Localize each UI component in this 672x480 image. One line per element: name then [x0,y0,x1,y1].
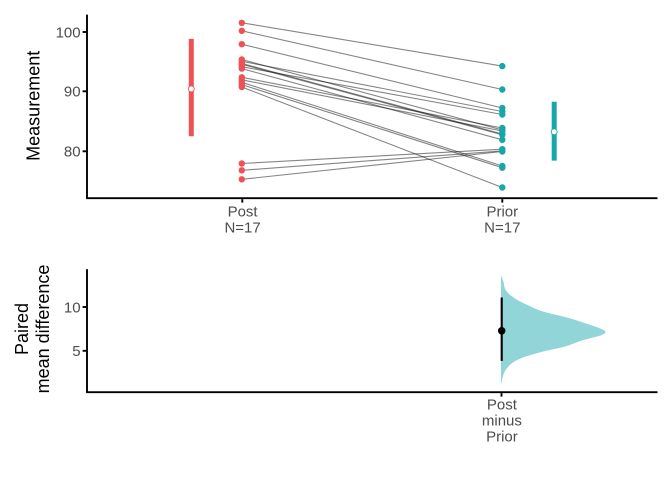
svg-text:Prior: Prior [486,203,518,220]
svg-text:90: 90 [64,84,81,101]
svg-text:minus: minus [482,412,522,429]
svg-text:Post: Post [228,203,259,220]
svg-text:N=17: N=17 [224,219,260,236]
svg-text:Paired: Paired [12,303,32,355]
svg-text:100: 100 [56,24,81,41]
svg-text:5: 5 [72,343,80,360]
svg-text:Post: Post [487,396,518,413]
svg-text:N=17: N=17 [484,219,520,236]
svg-text:Prior: Prior [486,428,518,445]
svg-text:Measurement: Measurement [23,51,43,161]
svg-text:10: 10 [64,299,81,316]
svg-text:mean difference: mean difference [33,265,53,394]
svg-text:80: 80 [64,144,81,161]
